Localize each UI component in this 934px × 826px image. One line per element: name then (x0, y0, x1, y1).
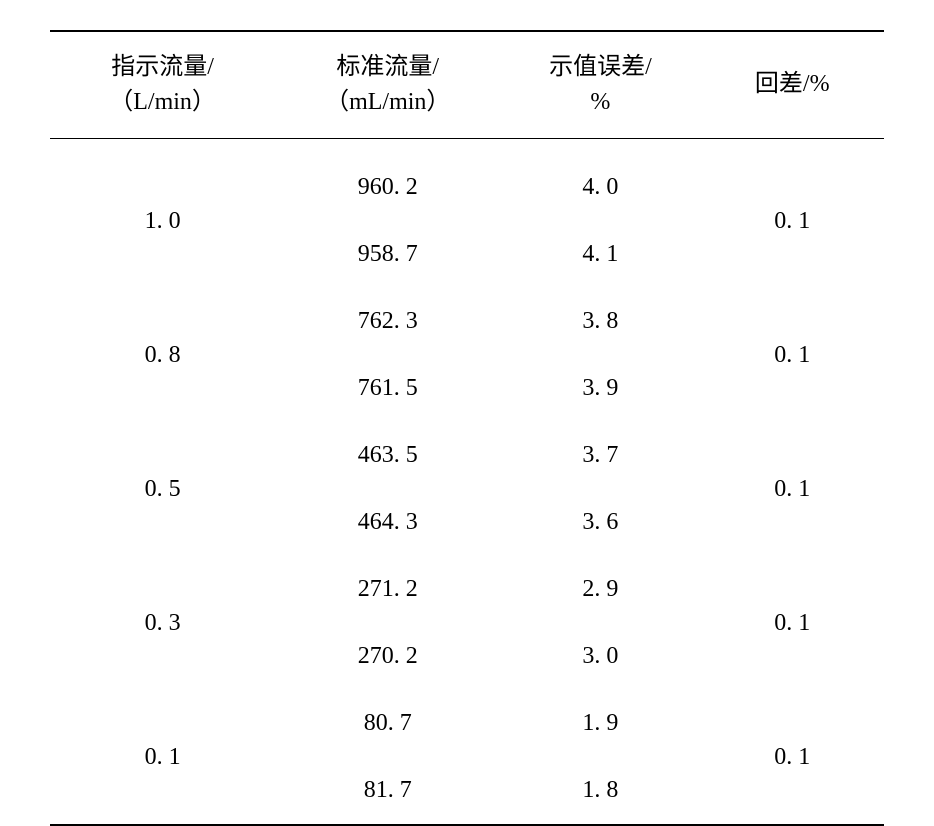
col-indication-error: 示值误差/ % (500, 31, 700, 138)
indication-error-value: 1. 9 (500, 690, 700, 757)
col-hysteresis-label: 回差/% (755, 71, 830, 97)
standard-flow-value: 960. 2 (275, 154, 500, 221)
indication-error-value: 1. 8 (500, 757, 700, 824)
indication-error-cell: 2. 93. 0 (500, 556, 700, 690)
indicated-flow-cell: 1. 0 (50, 154, 275, 288)
col-indication-error-l2: % (590, 89, 610, 115)
standard-flow-cell: 762. 3761. 5 (275, 288, 500, 422)
indication-error-value: 4. 1 (500, 221, 700, 288)
table-row: 0. 5463. 5464. 33. 73. 60. 1 (50, 422, 884, 556)
indication-error-cell: 4. 04. 1 (500, 154, 700, 288)
indicated-flow-cell: 0. 3 (50, 556, 275, 690)
hysteresis-cell: 0. 1 (701, 422, 885, 556)
table-row: 0. 180. 781. 71. 91. 80. 1 (50, 690, 884, 825)
indicated-flow-cell: 0. 8 (50, 288, 275, 422)
col-indication-error-l1: 示值误差/ (549, 54, 652, 80)
table-body: 1. 0960. 2958. 74. 04. 10. 10. 8762. 376… (50, 138, 884, 825)
spacer-row (50, 138, 884, 154)
indication-error-cell: 1. 91. 8 (500, 690, 700, 825)
indication-error-value: 4. 0 (500, 154, 700, 221)
standard-flow-value: 270. 2 (275, 623, 500, 690)
standard-flow-value: 463. 5 (275, 422, 500, 489)
standard-flow-cell: 80. 781. 7 (275, 690, 500, 825)
table-header-row: 指示流量/ （L/min） 标准流量/ （mL/min） 示值误差/ % 回差/… (50, 31, 884, 138)
standard-flow-cell: 960. 2958. 7 (275, 154, 500, 288)
standard-flow-cell: 463. 5464. 3 (275, 422, 500, 556)
col-standard-flow: 标准流量/ （mL/min） (275, 31, 500, 138)
col-standard-flow-l1: 标准流量/ (336, 54, 439, 80)
standard-flow-value: 464. 3 (275, 489, 500, 556)
standard-flow-value: 958. 7 (275, 221, 500, 288)
hysteresis-cell: 0. 1 (701, 288, 885, 422)
hysteresis-cell: 0. 1 (701, 154, 885, 288)
indication-error-value: 3. 0 (500, 623, 700, 690)
col-indicated-flow-l1: 指示流量/ (111, 54, 214, 80)
standard-flow-value: 271. 2 (275, 556, 500, 623)
hysteresis-cell: 0. 1 (701, 690, 885, 825)
indication-error-value: 3. 7 (500, 422, 700, 489)
col-indicated-flow-l2: （L/min） (109, 89, 216, 115)
standard-flow-value: 81. 7 (275, 757, 500, 824)
indication-error-value: 3. 6 (500, 489, 700, 556)
indication-error-cell: 3. 83. 9 (500, 288, 700, 422)
table-row: 0. 3271. 2270. 22. 93. 00. 1 (50, 556, 884, 690)
standard-flow-cell: 271. 2270. 2 (275, 556, 500, 690)
indication-error-value: 3. 8 (500, 288, 700, 355)
indicated-flow-cell: 0. 5 (50, 422, 275, 556)
indication-error-value: 3. 9 (500, 355, 700, 422)
standard-flow-value: 762. 3 (275, 288, 500, 355)
standard-flow-value: 80. 7 (275, 690, 500, 757)
col-indicated-flow: 指示流量/ （L/min） (50, 31, 275, 138)
table-row: 1. 0960. 2958. 74. 04. 10. 1 (50, 154, 884, 288)
standard-flow-value: 761. 5 (275, 355, 500, 422)
hysteresis-cell: 0. 1 (701, 556, 885, 690)
flow-calibration-table: 指示流量/ （L/min） 标准流量/ （mL/min） 示值误差/ % 回差/… (50, 30, 884, 826)
col-standard-flow-l2: （mL/min） (325, 89, 450, 115)
indication-error-value: 2. 9 (500, 556, 700, 623)
col-hysteresis: 回差/% (701, 31, 885, 138)
table-row: 0. 8762. 3761. 53. 83. 90. 1 (50, 288, 884, 422)
indicated-flow-cell: 0. 1 (50, 690, 275, 825)
indication-error-cell: 3. 73. 6 (500, 422, 700, 556)
